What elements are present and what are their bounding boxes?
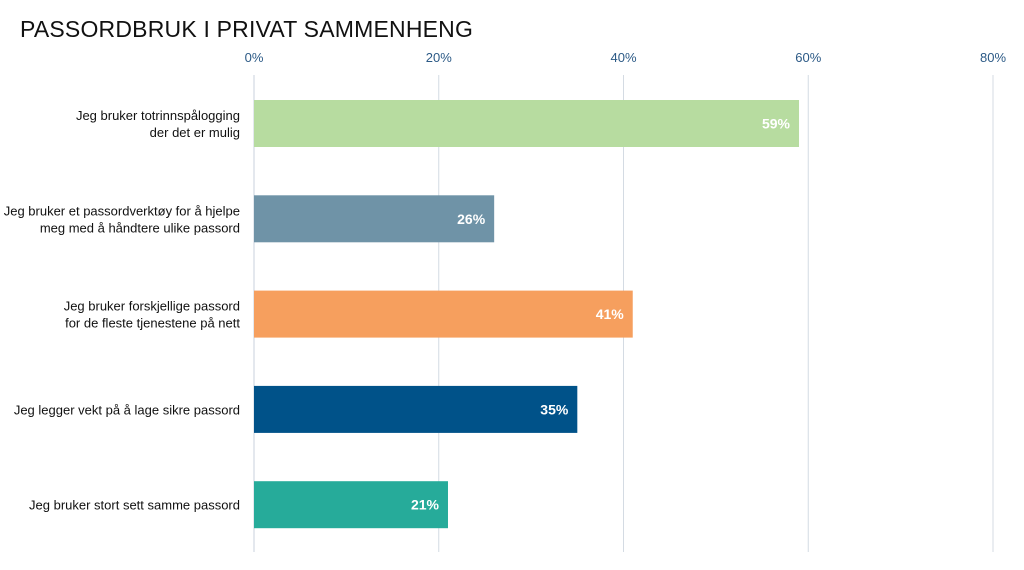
x-tick-label: 40% [610, 50, 636, 65]
category-label: Jeg bruker et passordverktøy for å hjelp… [4, 203, 240, 235]
category-label: Jeg legger vekt på å lage sikre passord [14, 402, 240, 417]
category-label-line: meg med å håndtere ulike passord [40, 220, 240, 235]
category-label-line: Jeg bruker totrinnspålogging [76, 108, 240, 123]
bar [254, 385, 578, 433]
category-label: Jeg bruker forskjellige passord for de fl… [64, 299, 241, 331]
x-tick-label: 20% [426, 50, 452, 65]
category-label: Jeg bruker totrinnspålogging der det er m… [76, 108, 240, 140]
category-label: Jeg bruker stort sett samme passord [29, 498, 240, 513]
x-tick-label: 0% [245, 50, 264, 65]
data-label: 41% [596, 306, 625, 322]
data-label: 26% [457, 211, 486, 227]
data-label: 21% [411, 497, 440, 513]
bar [254, 481, 448, 529]
category-label-line: der det er mulig [150, 125, 240, 140]
data-label: 59% [762, 116, 791, 132]
category-label-line: for de fleste tjenestene på nett [65, 316, 240, 331]
x-tick-label: 80% [980, 50, 1006, 65]
category-label-line: Jeg bruker et passordverktøy for å hjelp… [4, 203, 240, 218]
bar [254, 100, 800, 147]
category-label-line: Jeg bruker forskjellige passord [64, 299, 240, 314]
data-label: 35% [540, 401, 569, 417]
bar [254, 195, 495, 243]
category-label-line: Jeg legger vekt på å lage sikre passord [14, 402, 240, 417]
x-tick-label: 60% [795, 50, 821, 65]
bar [254, 290, 633, 338]
chart-title: PASSORDBRUK I PRIVAT SAMMENHENG [20, 16, 474, 42]
category-label-line: Jeg bruker stort sett samme passord [29, 498, 240, 513]
